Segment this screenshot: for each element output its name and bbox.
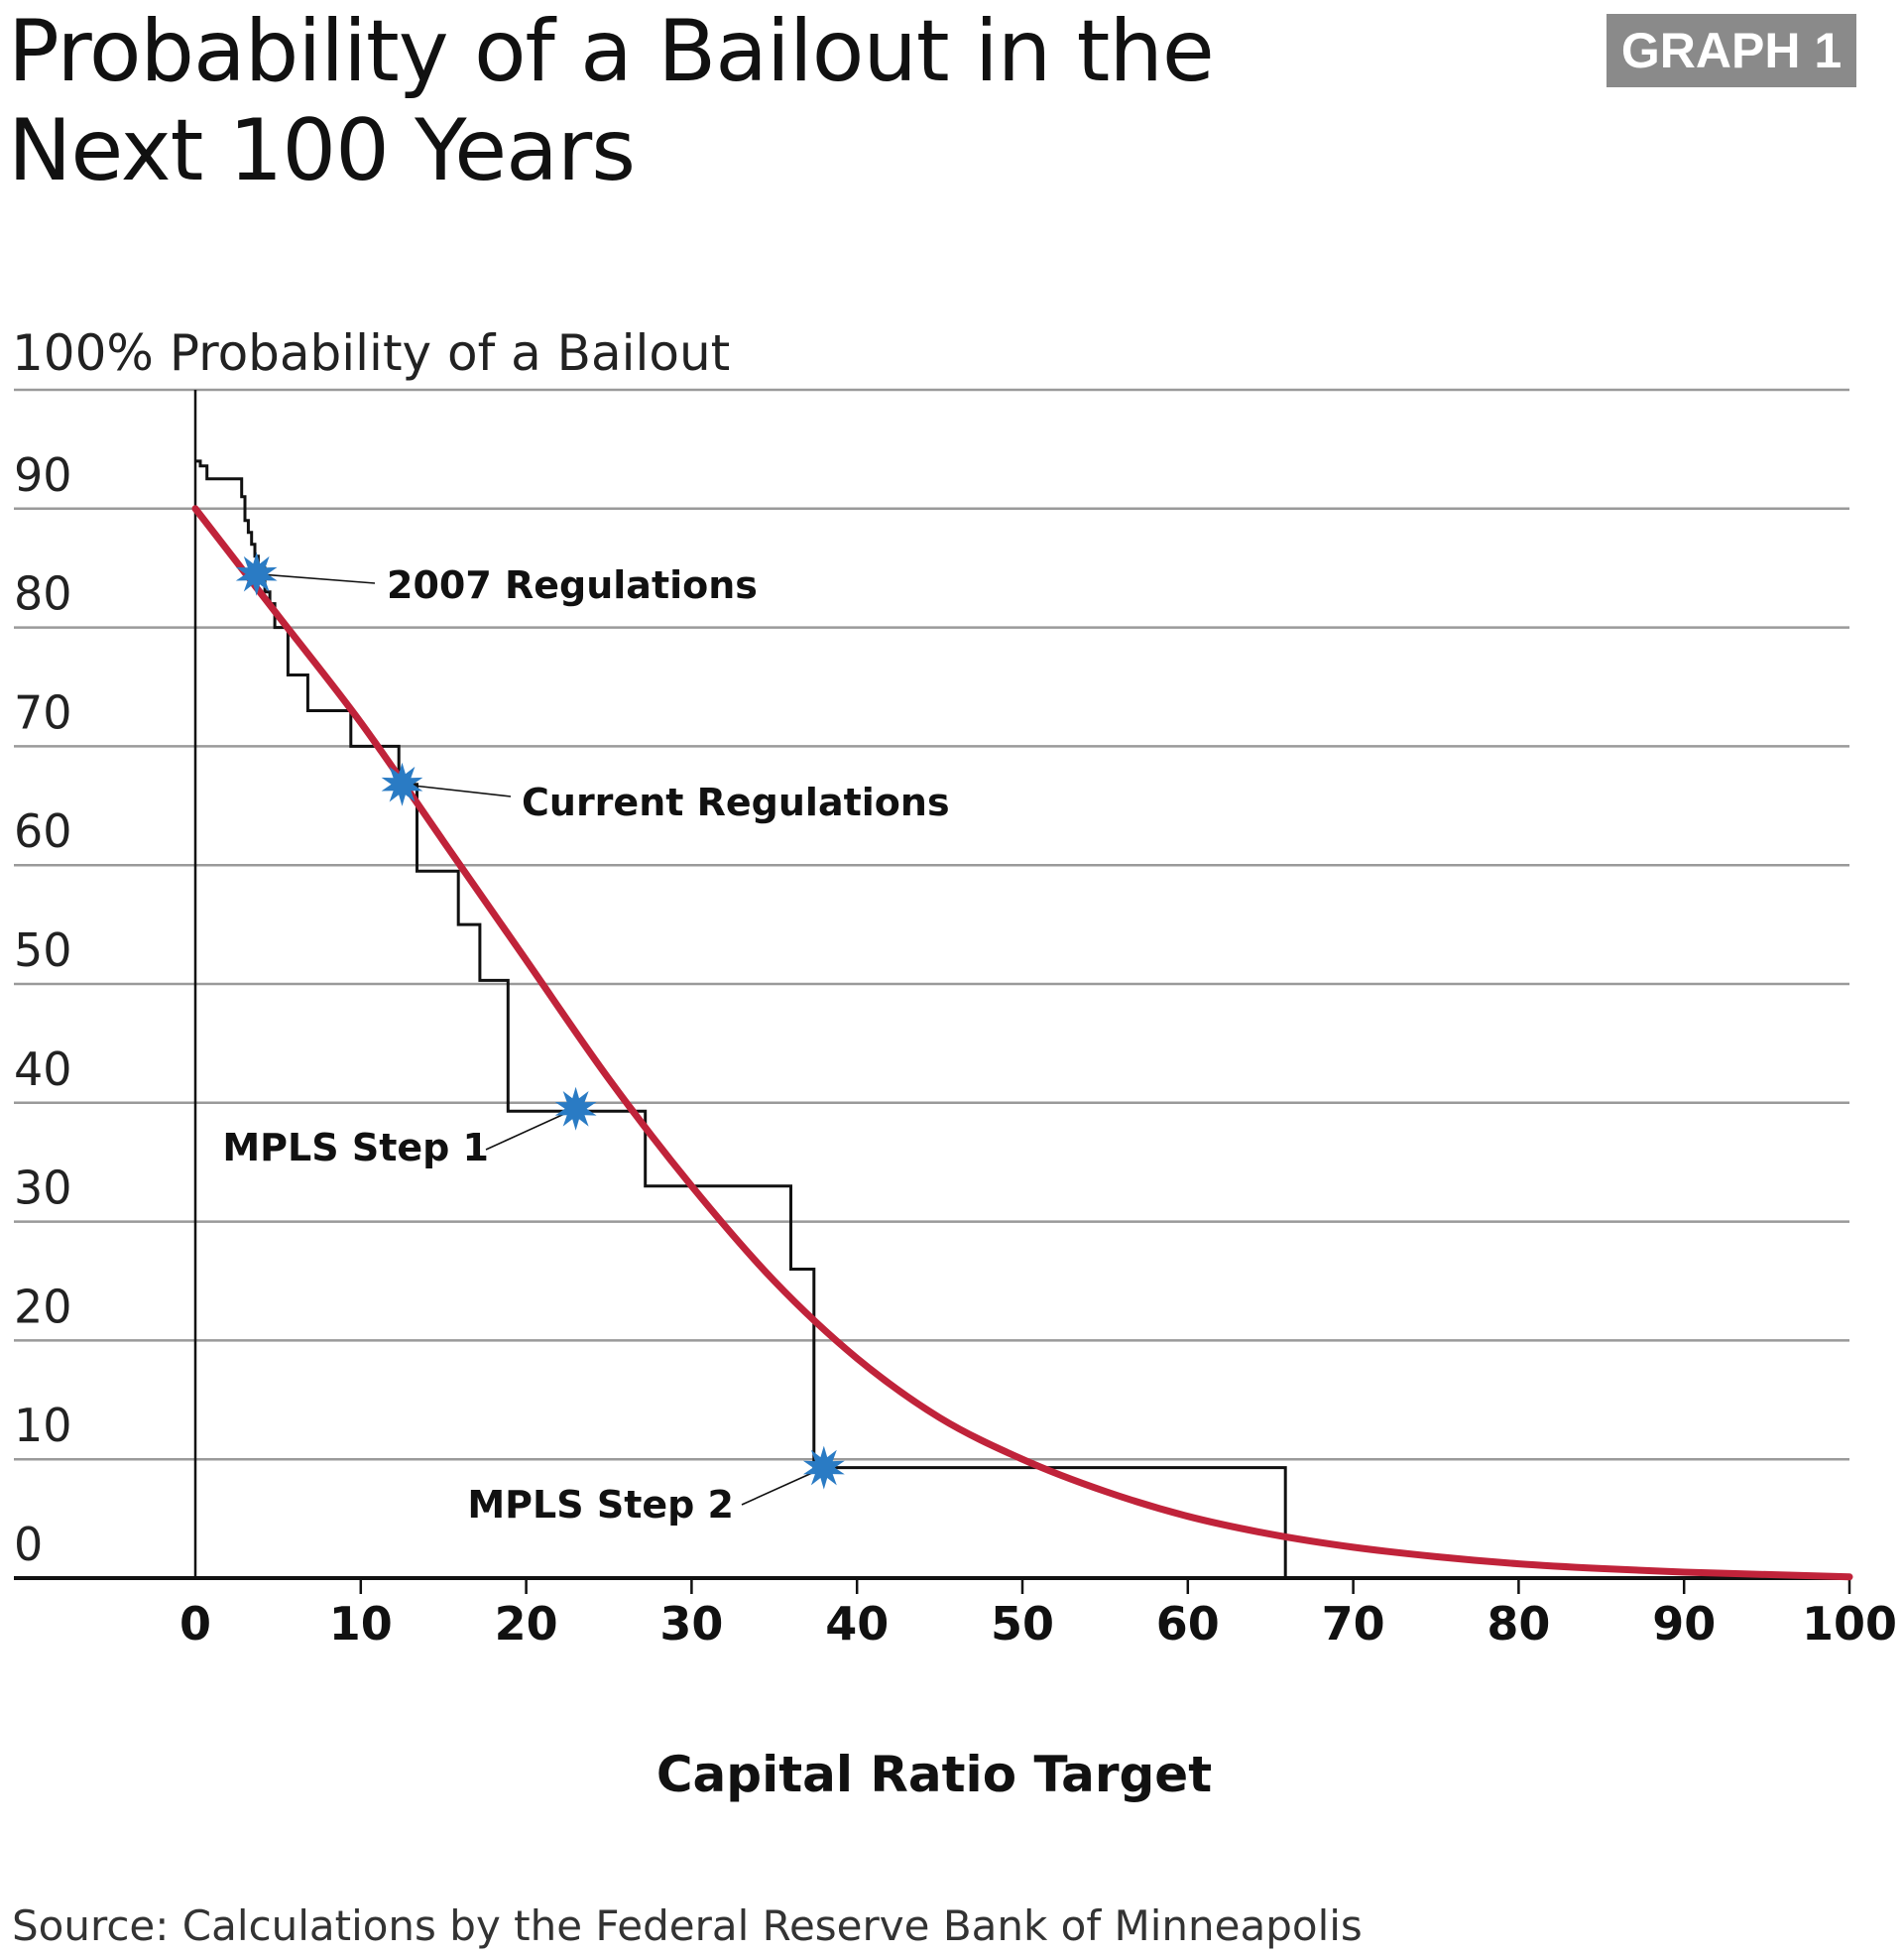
- x-tick-label: 60: [1156, 1597, 1220, 1651]
- x-tick-label: 0: [179, 1597, 211, 1651]
- annotation-marker: [235, 551, 278, 596]
- y-axis-label: 100% Probability of a Bailout: [12, 324, 730, 382]
- y-tick-label: 30: [14, 1162, 72, 1215]
- annotation-label: Current Regulations: [522, 781, 950, 824]
- y-tick-label: 40: [14, 1042, 72, 1096]
- x-tick-label: 50: [991, 1597, 1054, 1651]
- annotation-label: 2007 Regulations: [387, 563, 758, 607]
- annotation-leader-line: [485, 1108, 576, 1151]
- source-note: Source: Calculations by the Federal Rese…: [12, 1901, 1363, 1950]
- x-tick-label: 20: [495, 1597, 558, 1651]
- y-tick-label: 90: [14, 448, 72, 502]
- x-tick-label: 10: [329, 1597, 393, 1651]
- smooth-series-curve: [191, 505, 1853, 1581]
- y-tick-label: 60: [14, 804, 72, 858]
- annotation-marker: [381, 762, 423, 806]
- x-tick-label: 70: [1322, 1597, 1385, 1651]
- y-tick-label: 20: [14, 1280, 72, 1333]
- y-tick-label: 80: [14, 567, 72, 621]
- y-tick-label: 10: [14, 1399, 72, 1452]
- x-tick-label: 100: [1802, 1597, 1897, 1651]
- x-tick-layer: 0 10 20 30 40 50 60 70 80 90 100: [179, 1597, 1897, 1651]
- x-tick-label: 90: [1652, 1597, 1716, 1651]
- annotation-leader-line: [402, 783, 512, 797]
- y-tick-layer: 0 10 20 30 40 50 60 70 80 90: [14, 448, 72, 1571]
- annotation-label: MPLS Step 2: [467, 1483, 734, 1527]
- annotation-marker: [802, 1445, 845, 1490]
- y-tick-label: 70: [14, 685, 72, 739]
- graph-badge: GRAPH 1: [1606, 14, 1856, 87]
- x-tick-label: 80: [1487, 1597, 1550, 1651]
- annotation-marker: [554, 1086, 597, 1131]
- x-tick-label: 30: [659, 1597, 723, 1651]
- grid-layer: [14, 388, 1849, 1461]
- annotation-leader-line: [256, 572, 376, 584]
- y-tick-label: 0: [14, 1518, 43, 1571]
- axis-layer: [14, 390, 1851, 1594]
- x-axis-label: Capital Ratio Target: [656, 1746, 1212, 1803]
- curve-layer: [191, 505, 1853, 1581]
- x-tick-label: 40: [825, 1597, 889, 1651]
- y-tick-label: 50: [14, 923, 72, 977]
- chart-title: Probability of a Bailout in the Next 100…: [8, 2, 1215, 200]
- annotation-label: MPLS Step 1: [222, 1126, 489, 1169]
- annotation-layer: 2007 Regulations Current Regulations MPLS …: [222, 551, 950, 1527]
